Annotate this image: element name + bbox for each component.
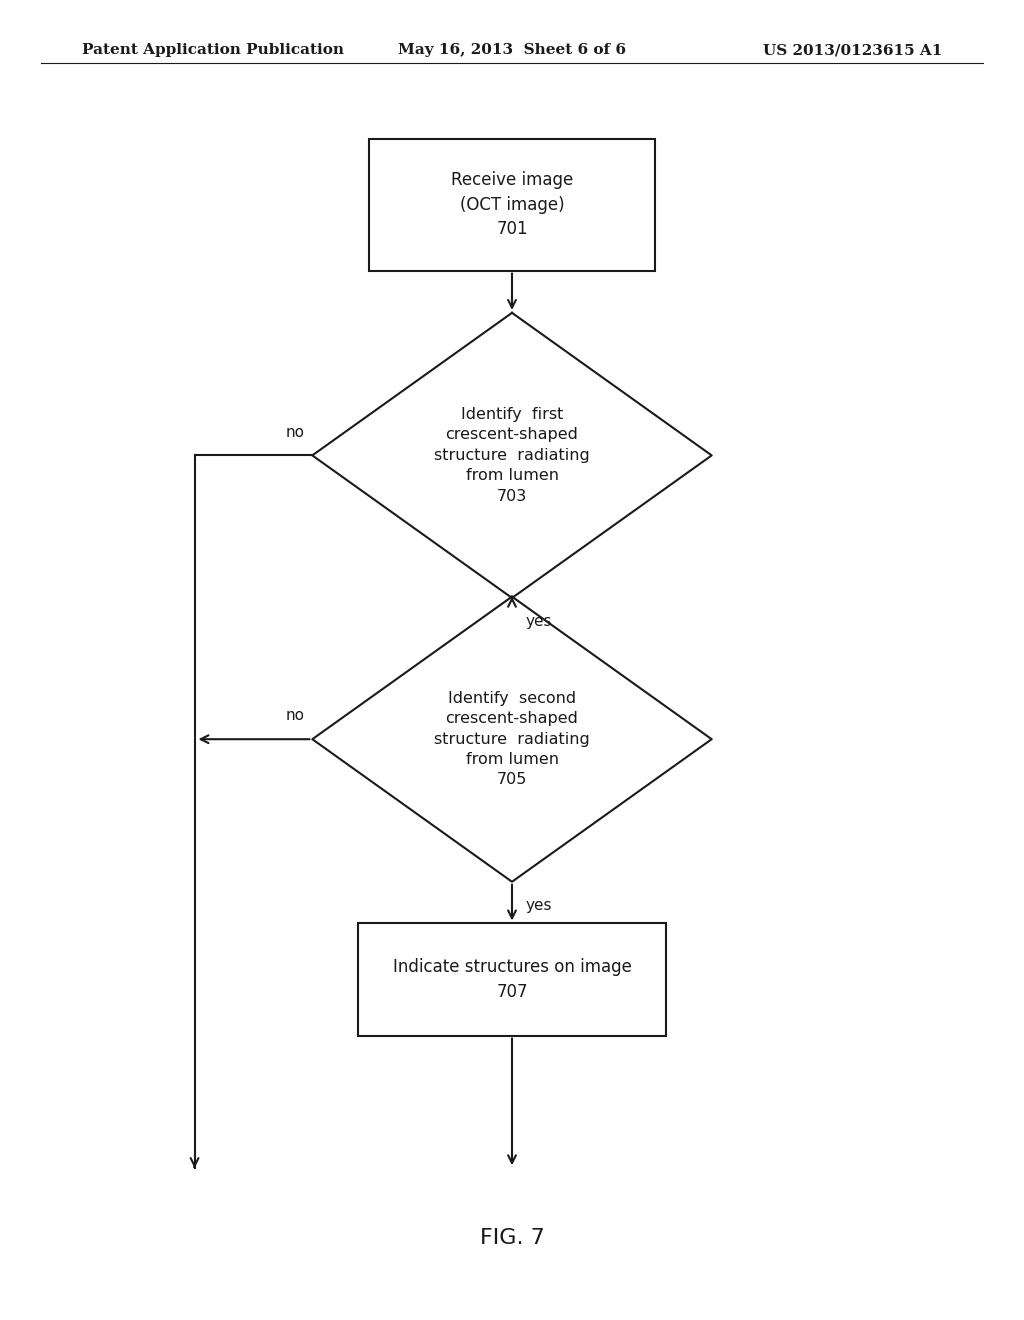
Text: May 16, 2013  Sheet 6 of 6: May 16, 2013 Sheet 6 of 6	[398, 44, 626, 57]
Text: Identify  first
crescent-shaped
structure  radiating
from lumen
703: Identify first crescent-shaped structure…	[434, 407, 590, 504]
Text: US 2013/0123615 A1: US 2013/0123615 A1	[763, 44, 942, 57]
Text: no: no	[285, 425, 304, 440]
Text: Receive image
(OCT image)
701: Receive image (OCT image) 701	[451, 172, 573, 238]
Text: yes: yes	[525, 614, 552, 628]
Text: FIG. 7: FIG. 7	[479, 1228, 545, 1249]
Text: Identify  second
crescent-shaped
structure  radiating
from lumen
705: Identify second crescent-shaped structur…	[434, 690, 590, 788]
Text: no: no	[285, 709, 304, 723]
FancyBboxPatch shape	[358, 924, 666, 1035]
Text: yes: yes	[525, 898, 552, 912]
FancyBboxPatch shape	[369, 139, 655, 271]
Text: Indicate structures on image
707: Indicate structures on image 707	[392, 958, 632, 1001]
Text: Patent Application Publication: Patent Application Publication	[82, 44, 344, 57]
